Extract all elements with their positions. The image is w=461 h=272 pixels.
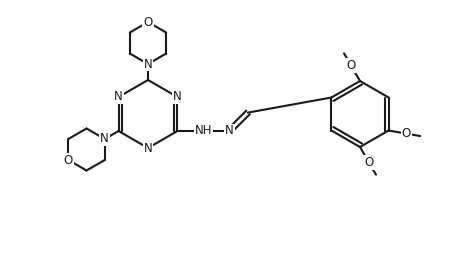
Text: N: N [225,125,234,138]
Text: O: O [364,156,373,169]
Text: N: N [100,132,109,146]
Text: N: N [114,91,123,104]
Text: O: O [346,59,355,72]
Text: O: O [402,127,411,140]
Text: N: N [144,141,153,154]
Text: O: O [143,16,153,29]
Text: O: O [64,153,73,166]
Text: N: N [173,91,182,104]
Text: NH: NH [195,125,212,138]
Text: N: N [144,57,153,70]
